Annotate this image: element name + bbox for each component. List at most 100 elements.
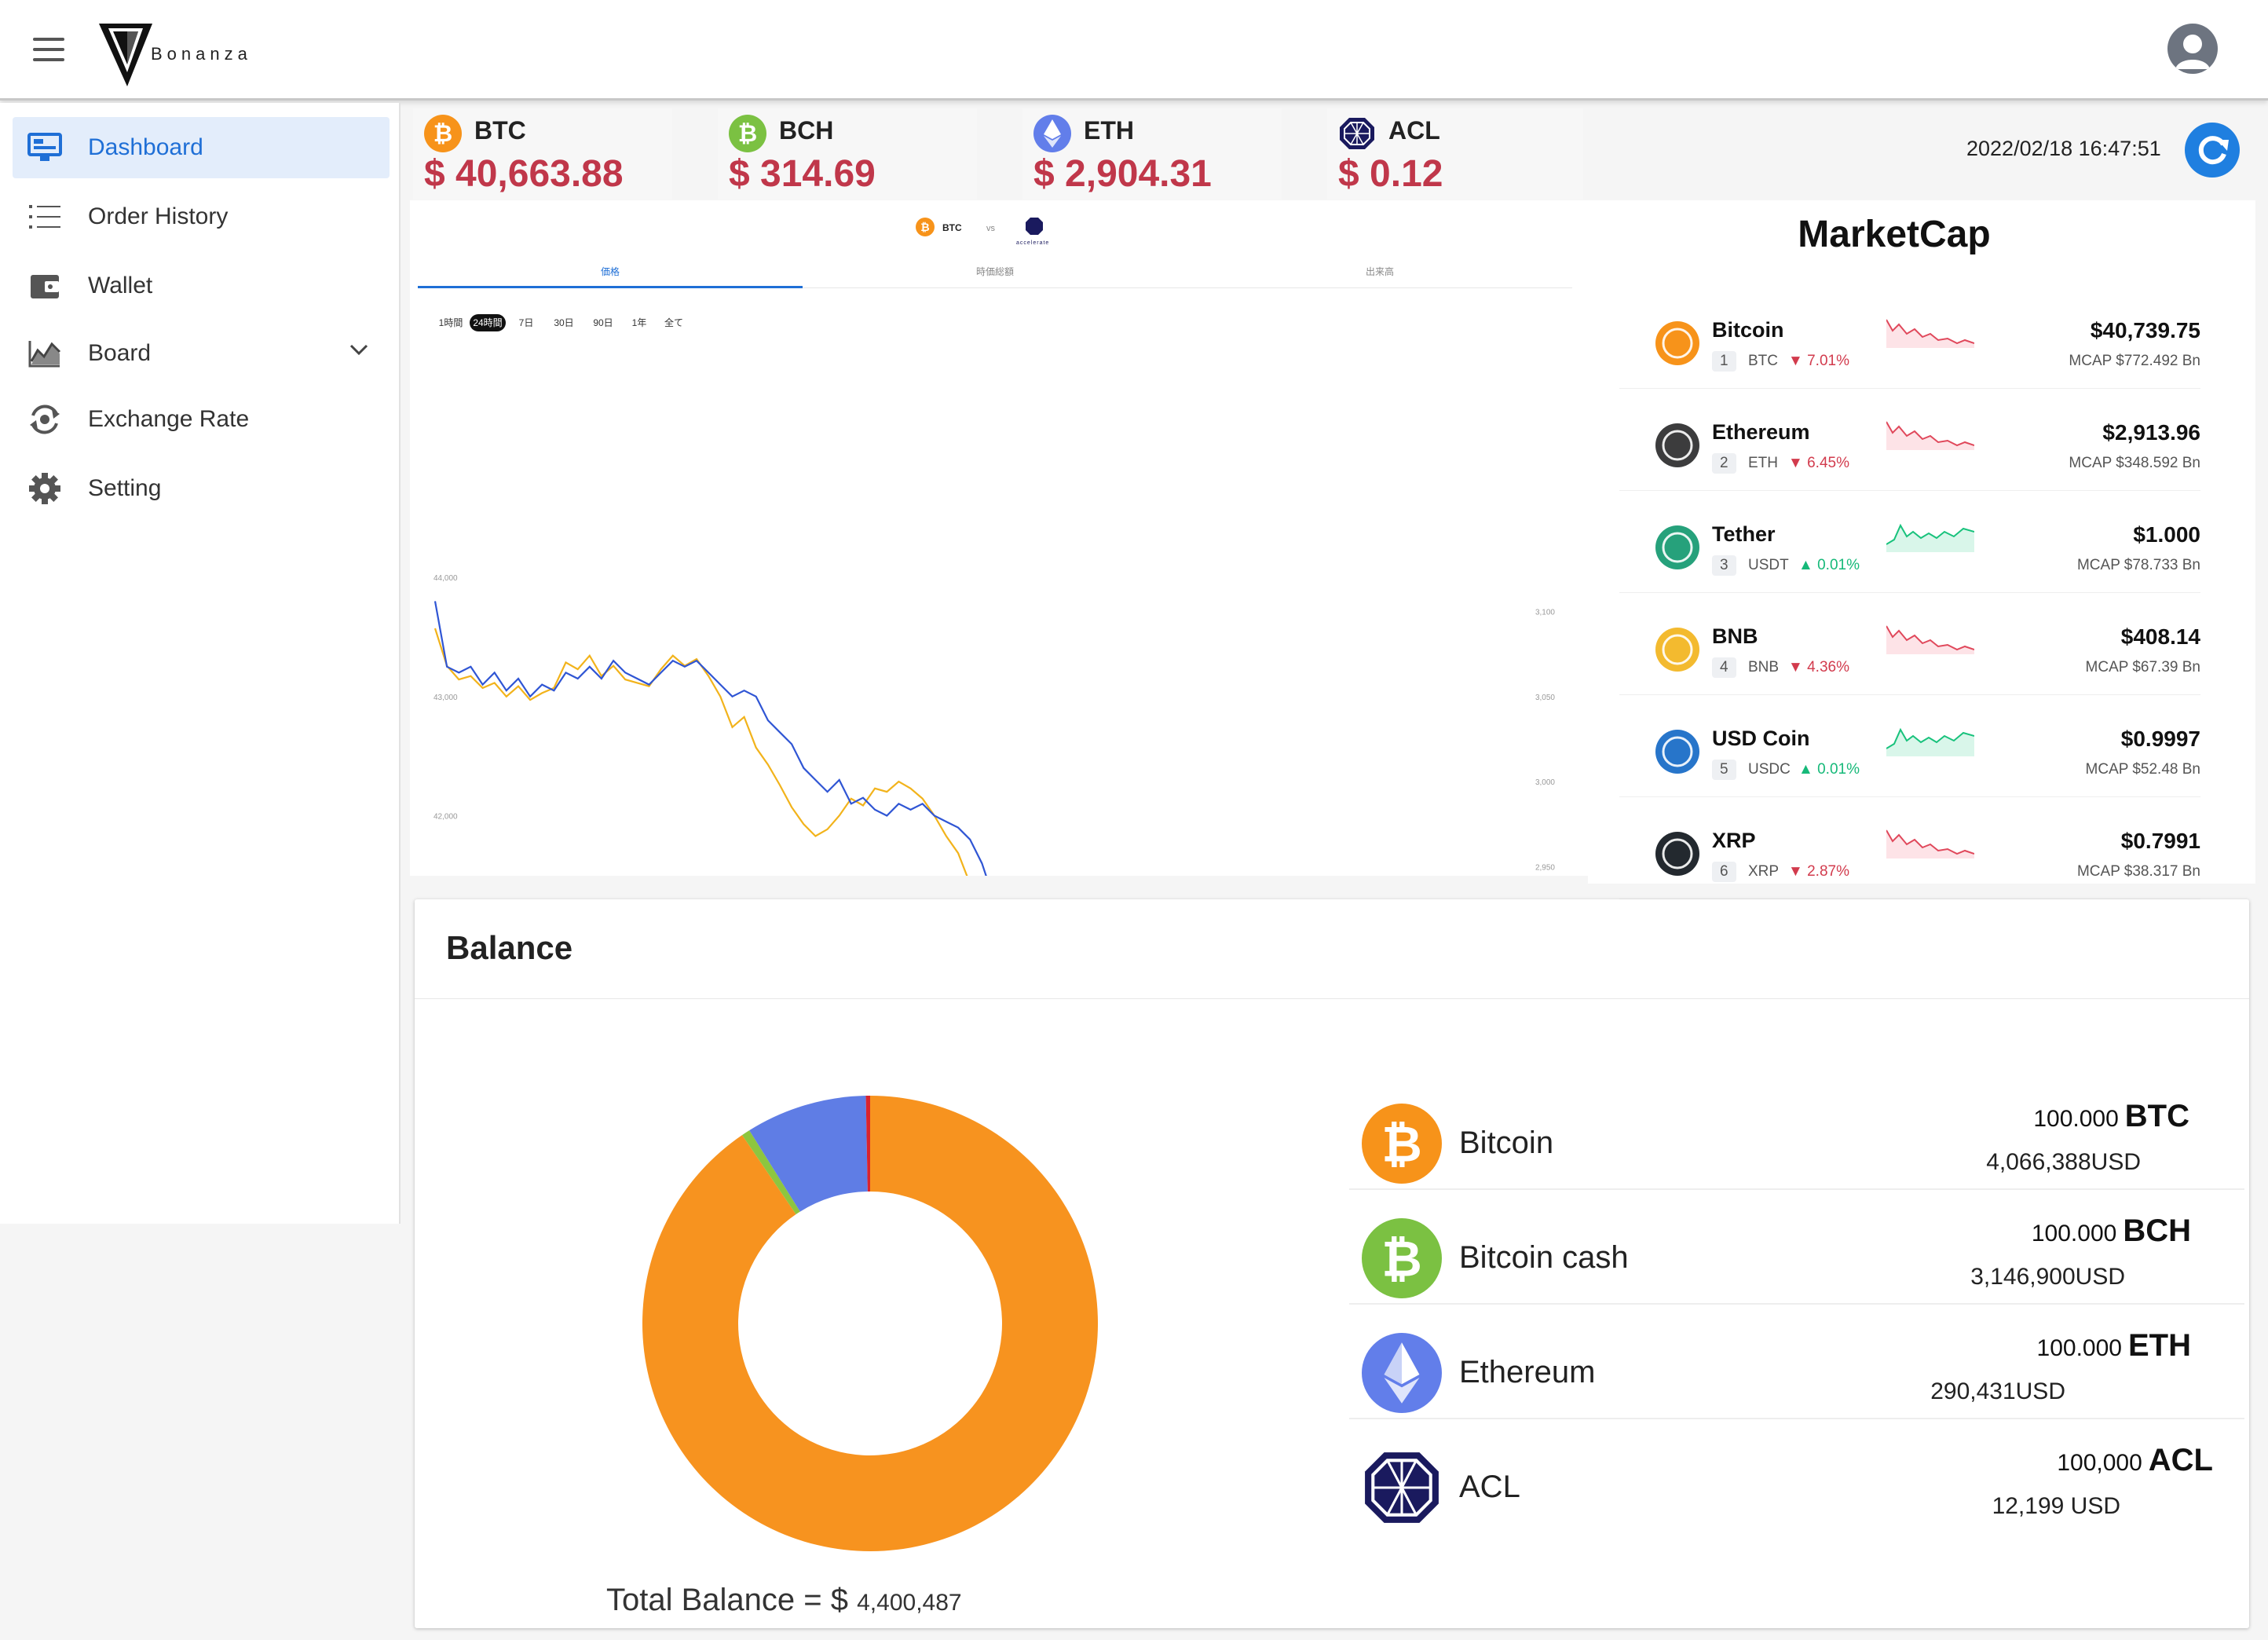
asset-amount: 100.000 ETH xyxy=(2036,1328,2191,1363)
svg-text:₿: ₿ xyxy=(1381,1115,1422,1173)
ticker-price: $ 40,663.88 xyxy=(424,153,624,195)
last-updated-timestamp: 2022/02/18 16:47:51 xyxy=(1966,137,2161,160)
tether-icon xyxy=(1655,525,1699,569)
wallet-icon xyxy=(25,269,64,302)
chevron-down-icon[interactable] xyxy=(349,343,369,357)
coin-change: ▼ 4.36% xyxy=(1788,659,1849,675)
marketcap-row-usdc[interactable]: USD Coin 5 USDC ▲ 0.01% $0.9997 MCAP $52… xyxy=(1619,695,2200,797)
asset-amount: 100.000 BTC xyxy=(2033,1099,2189,1133)
sidebar: Dashboard Order History Wallet Board Exc… xyxy=(0,103,401,1224)
coin-rank: 2 xyxy=(1712,453,1736,474)
coin-name: XRP xyxy=(1712,829,1756,852)
asset-amount: 100.000 BCH xyxy=(2031,1214,2191,1248)
price-chart-panel: ₿ BTC vs accelerate 価格 時価総額 出来高 1時間 24時間… xyxy=(410,200,1588,876)
range-all-button[interactable]: 全て xyxy=(664,317,683,328)
marketcap-row-bnb[interactable]: BNB 4 BNB ▼ 4.36% $408.14 MCAP $67.39 Bn xyxy=(1619,593,2200,695)
coin-name: BNB xyxy=(1712,624,1758,648)
marketcap-row-eth[interactable]: Ethereum 2 ETH ▼ 6.45% $2,913.96 MCAP $3… xyxy=(1619,389,2200,491)
range-30d-button[interactable]: 30日 xyxy=(554,317,574,328)
y-axis-right-tick: 3,050 xyxy=(1535,694,1555,702)
ticker-symbol: BCH xyxy=(779,116,834,145)
chart-tabs: 価格 時価総額 出来高 xyxy=(418,263,1572,288)
coin-change: ▼ 2.87% xyxy=(1788,863,1849,880)
coin-change: ▼ 6.45% xyxy=(1788,455,1849,471)
coin-market-cap: MCAP $78.733 Bn xyxy=(2076,557,2200,573)
asset-name: Bitcoin cash xyxy=(1459,1240,1629,1275)
ticker-acl[interactable]: ACL $ 0.12 xyxy=(1327,108,1583,200)
hamburger-menu-icon[interactable] xyxy=(33,38,64,63)
acl-price-line[interactable] xyxy=(433,628,1553,876)
coin-name: Ethereum xyxy=(1712,420,1810,444)
asset-name: Ethereum xyxy=(1459,1355,1596,1389)
range-1y-button[interactable]: 1年 xyxy=(631,317,647,328)
tab-price[interactable]: 価格 xyxy=(418,263,803,288)
sidebar-item-exchange-rate[interactable]: Exchange Rate xyxy=(13,389,390,450)
tab-volume[interactable]: 出来高 xyxy=(1365,266,1394,277)
legend-right-label: accelerate xyxy=(1016,240,1049,246)
sidebar-item-label: Wallet xyxy=(88,273,153,298)
coin-symbol: USDT xyxy=(1748,557,1789,573)
asset-name: ACL xyxy=(1459,1470,1520,1504)
sidebar-item-label: Exchange Rate xyxy=(88,406,250,432)
coin-price: $0.7991 xyxy=(2120,829,2200,853)
ticker-eth[interactable]: ETH $ 2,904.31 xyxy=(1022,108,1282,200)
bitcoin-cash-slice[interactable] xyxy=(741,1130,800,1215)
ticker-btc[interactable]: ₿ BTC $ 40,663.88 xyxy=(413,108,672,200)
coin-market-cap: MCAP $67.39 Bn xyxy=(2085,659,2200,675)
ethereum-icon xyxy=(1655,423,1699,467)
coin-rank: 4 xyxy=(1712,657,1736,678)
y-axis-left-tick: 42,000 xyxy=(433,813,458,822)
sidebar-item-dashboard[interactable]: Dashboard xyxy=(13,117,390,178)
asset-row-bitcoin[interactable]: ₿ Bitcoin 100.000 BTC 4,066,388USD xyxy=(1349,1075,2244,1190)
chart-legend: ₿ BTC vs accelerate xyxy=(916,218,1049,246)
bitcoin-icon: ₿ xyxy=(1362,1104,1442,1184)
svg-text:₿: ₿ xyxy=(433,120,452,148)
ethereum-slice[interactable] xyxy=(749,1096,868,1212)
sparkline-chart xyxy=(1886,829,1974,858)
list-icon xyxy=(25,200,64,233)
ticker-price: $ 0.12 xyxy=(1338,153,1443,195)
sidebar-item-order-history[interactable]: Order History xyxy=(13,186,390,247)
range-7d-button[interactable]: 7日 xyxy=(518,317,534,328)
asset-row-acl[interactable]: ACL 100,000 ACL 12,199 USD xyxy=(1349,1419,2244,1534)
y-axis-right-tick: 2,950 xyxy=(1535,864,1555,873)
range-24h-button[interactable]: 24時間 xyxy=(470,314,506,331)
sidebar-item-setting[interactable]: Setting xyxy=(13,458,390,519)
marketcap-title: MarketCap xyxy=(1798,214,1991,255)
bonanza-logo-icon[interactable] xyxy=(93,17,273,88)
sidebar-item-wallet[interactable]: Wallet xyxy=(13,255,390,317)
refresh-icon[interactable] xyxy=(2185,123,2240,178)
line-chart[interactable]: 44,00043,00042,00041,00040,0003,1003,050… xyxy=(410,357,1588,876)
sparkline-chart xyxy=(1886,625,1974,654)
marketcap-row-btc[interactable]: Bitcoin 1 BTC ▼ 7.01% $40,739.75 MCAP $7… xyxy=(1619,287,2200,389)
ethereum-icon xyxy=(1033,115,1071,152)
marketcap-row-usdt[interactable]: Tether 3 USDT ▲ 0.01% $1.000 MCAP $78.73… xyxy=(1619,491,2200,593)
acl-slice[interactable] xyxy=(865,1096,870,1192)
ticker-price: $ 314.69 xyxy=(729,153,876,195)
bitcoin-slice[interactable] xyxy=(642,1096,1098,1551)
bnb-icon xyxy=(1655,628,1699,672)
range-90d-button[interactable]: 90日 xyxy=(593,317,613,328)
balance-donut-chart[interactable] xyxy=(635,1088,1106,1559)
bitcoin-icon xyxy=(1655,321,1699,365)
ticker-bch[interactable]: ₿ BCH $ 314.69 xyxy=(718,108,977,200)
tab-market-cap[interactable]: 時価総額 xyxy=(975,266,1014,277)
top-bar: Bonanza xyxy=(0,0,2268,101)
asset-row-bitcoin-cash[interactable]: ₿ Bitcoin cash 100.000 BCH 3,146,900USD xyxy=(1349,1190,2244,1305)
monitor-icon xyxy=(25,131,64,164)
coin-change: ▼ 7.01% xyxy=(1788,353,1849,369)
y-axis-left-tick: 44,000 xyxy=(433,574,458,583)
marketcap-row-xrp[interactable]: XRP 6 XRP ▼ 2.87% $0.7991 MCAP $38.317 B… xyxy=(1619,797,2200,899)
balance-title: Balance xyxy=(446,929,573,966)
btc-price-line[interactable] xyxy=(433,601,1553,876)
sidebar-item-board[interactable]: Board xyxy=(13,323,390,384)
ticker-price: $ 2,904.31 xyxy=(1033,153,1212,195)
user-avatar-icon[interactable] xyxy=(2167,24,2218,74)
asset-usd-value: 290,431USD xyxy=(1930,1378,2065,1404)
coin-name: Bitcoin xyxy=(1712,318,1784,342)
total-balance: Total Balance = $ 4,400,487 xyxy=(606,1583,962,1618)
asset-row-ethereum[interactable]: Ethereum 100.000 ETH 290,431USD xyxy=(1349,1305,2244,1419)
xrp-icon xyxy=(1655,832,1699,876)
range-1h-button[interactable]: 1時間 xyxy=(438,317,463,328)
sparkline-chart xyxy=(1886,523,1974,552)
